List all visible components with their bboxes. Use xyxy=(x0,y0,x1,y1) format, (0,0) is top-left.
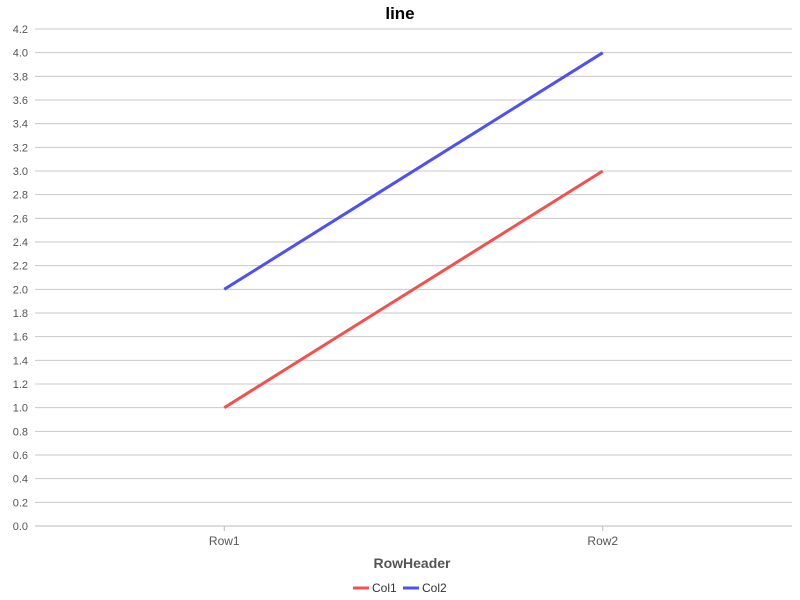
legend: Col1 Col2 xyxy=(353,581,447,595)
y-tick-label: 3.2 xyxy=(13,142,28,154)
x-tick-label: Row1 xyxy=(209,534,240,548)
y-tick-label: 1.6 xyxy=(13,332,28,344)
y-axis-ticks: 0.0 0.2 0.4 0.6 0.8 1.0 1.2 1.4 1.6 1.8 2.0 2.2 2.4 2… xyxy=(13,24,28,533)
y-tick-label: 4.0 xyxy=(13,48,28,60)
y-tick-label: 4.2 xyxy=(13,24,28,36)
x-tick-label: Row2 xyxy=(587,534,618,548)
y-tick-label: 1.8 xyxy=(13,308,28,320)
y-tick-label: 2.4 xyxy=(13,237,28,249)
series-lines xyxy=(223,51,604,409)
y-tick-label: 1.0 xyxy=(13,403,28,415)
y-tick-label: 0.2 xyxy=(13,497,28,509)
series-line-col2 xyxy=(223,51,604,291)
legend-label: Col2 xyxy=(422,581,447,595)
y-tick-label: 0.0 xyxy=(13,521,28,533)
y-tick-label: 2.6 xyxy=(13,213,28,225)
legend-label: Col1 xyxy=(372,581,397,595)
grid-lines xyxy=(35,28,792,503)
y-tick-label: 3.6 xyxy=(13,95,28,107)
y-tick-label: 1.4 xyxy=(13,355,28,367)
y-tick-label: 3.0 xyxy=(13,166,28,178)
chart-title: line xyxy=(385,4,414,23)
y-tick-label: 2.2 xyxy=(13,261,28,273)
series-line-col1 xyxy=(223,169,604,409)
y-tick-label: 2.8 xyxy=(13,190,28,202)
x-axis-title: RowHeader xyxy=(373,555,451,571)
y-tick-label: 0.6 xyxy=(13,450,28,462)
y-tick-label: 2.0 xyxy=(13,284,28,296)
y-tick-label: 1.2 xyxy=(13,379,28,391)
x-axis-ticks: Row1 Row2 xyxy=(209,526,618,548)
y-tick-label: 0.8 xyxy=(13,426,28,438)
y-tick-label: 0.4 xyxy=(13,474,28,486)
y-tick-label: 3.8 xyxy=(13,71,28,83)
y-tick-label: 3.4 xyxy=(13,119,28,131)
